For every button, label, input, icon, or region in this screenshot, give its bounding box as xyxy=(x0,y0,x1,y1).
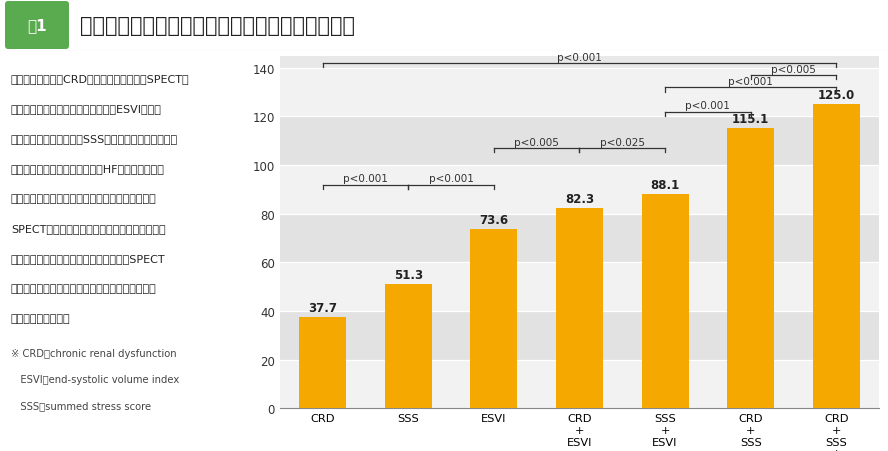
Bar xyxy=(471,230,518,409)
Text: ESVI：end-systolic volume index: ESVI：end-systolic volume index xyxy=(11,374,179,384)
Text: p<0.001: p<0.001 xyxy=(429,174,473,184)
Text: 51.3: 51.3 xyxy=(393,268,423,281)
Bar xyxy=(556,209,603,409)
Bar xyxy=(641,194,688,409)
Text: p<0.025: p<0.025 xyxy=(599,138,645,147)
Text: 図1: 図1 xyxy=(28,18,47,33)
Text: 115.1: 115.1 xyxy=(732,113,769,126)
Bar xyxy=(385,284,432,409)
Bar xyxy=(280,263,879,312)
Text: より測定された収縮末期容積指数（ESVI）およ: より測定された収縮末期容積指数（ESVI）およ xyxy=(11,104,162,114)
Text: p<0.001: p<0.001 xyxy=(686,101,730,111)
Text: めの独立した付加価値を提供し、負荷心電図同期: めの独立した付加価値を提供し、負荷心電図同期 xyxy=(11,193,156,203)
Text: p<0.001: p<0.001 xyxy=(343,174,388,184)
Bar xyxy=(813,105,860,409)
Text: SPECTにより測定された血流と機能のパラメー: SPECTにより測定された血流と機能のパラメー xyxy=(11,223,165,234)
Text: 定するのに役立つ。: 定するのに役立つ。 xyxy=(11,313,70,323)
Text: 新たに発症する難治性心不全（HF）を予測するた: 新たに発症する難治性心不全（HF）を予測するた xyxy=(11,164,164,174)
Text: 125.0: 125.0 xyxy=(818,89,855,102)
Text: ターの有効性を示した。負荷心電図同期SPECT: ターの有効性を示した。負荷心電図同期SPECT xyxy=(11,253,165,263)
Text: p<0.005: p<0.005 xyxy=(514,138,559,147)
Text: Nakata T, et al. JACC Cardiovasc Imaging. 2009;2:1393-1400. 改変: Nakata T, et al. JACC Cardiovasc Imaging… xyxy=(543,427,880,437)
Bar xyxy=(280,360,879,409)
Text: p<0.001: p<0.001 xyxy=(728,77,773,87)
Text: 新たに発症する難治性うっ血性心不全の予測因子: 新たに発症する難治性うっ血性心不全の予測因子 xyxy=(80,16,355,36)
Text: p<0.005: p<0.005 xyxy=(771,64,816,74)
Bar xyxy=(280,214,879,263)
Bar xyxy=(280,312,879,360)
Text: ※ CRD：chronic renal dysfunction: ※ CRD：chronic renal dysfunction xyxy=(11,348,177,358)
Bar xyxy=(727,129,774,409)
Text: 慢性腎機能障害（CRD）、負荷心電図同期SPECTに: 慢性腎機能障害（CRD）、負荷心電図同期SPECTに xyxy=(11,74,189,83)
Bar xyxy=(280,69,879,117)
Text: 82.3: 82.3 xyxy=(565,193,594,206)
Bar xyxy=(280,166,879,214)
Text: SSS：summed stress score: SSS：summed stress score xyxy=(11,400,151,410)
Text: 88.1: 88.1 xyxy=(650,179,679,192)
Text: p<0.001: p<0.001 xyxy=(557,52,602,63)
Text: 37.7: 37.7 xyxy=(308,301,337,314)
Text: は、将来の難治性心不全のリスクが高い患者を特: は、将来の難治性心不全のリスクが高い患者を特 xyxy=(11,283,156,294)
Text: び合計ストレススコア（SSS）の全てを有する場合、: び合計ストレススコア（SSS）の全てを有する場合、 xyxy=(11,133,178,143)
Text: 73.6: 73.6 xyxy=(480,214,508,227)
Bar xyxy=(299,317,346,409)
FancyBboxPatch shape xyxy=(5,2,69,50)
Bar xyxy=(280,117,879,166)
